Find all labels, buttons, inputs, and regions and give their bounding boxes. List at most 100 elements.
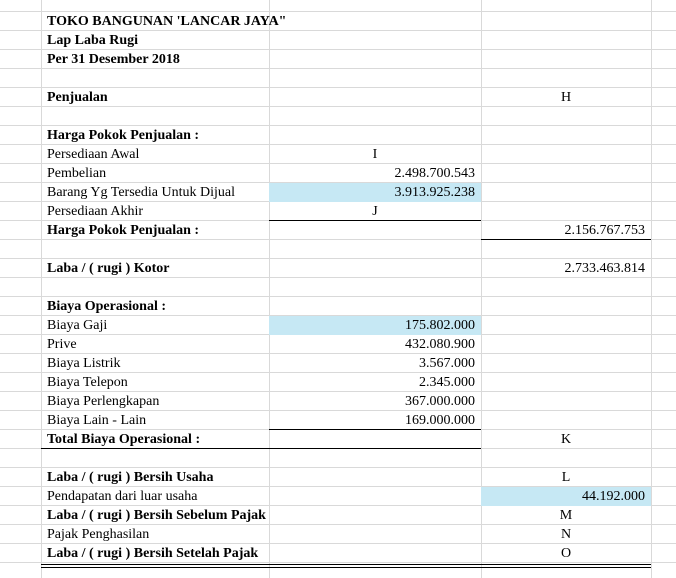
section-header-cell[interactable]: Biaya Operasional :	[47, 299, 167, 314]
row-pendapatan-luar: Pendapatan dari luar usaha 44.192.000	[0, 487, 676, 506]
row-total-biaya: Total Biaya Operasional : K	[0, 430, 676, 449]
value-cell[interactable]: 2.733.463.814	[564, 261, 646, 276]
row-gridline	[0, 144, 676, 145]
row-gridline	[0, 49, 676, 50]
value-cell[interactable]: M	[559, 508, 573, 523]
row-gridline	[0, 524, 676, 525]
value-cell[interactable]: H	[560, 90, 572, 105]
row-persediaan-akhir: Persediaan Akhir J	[0, 202, 676, 221]
row-gridline	[0, 30, 676, 31]
label-cell[interactable]: Persediaan Awal	[47, 147, 140, 162]
row-subtitle: Lap Laba Rugi	[0, 31, 676, 50]
label-cell[interactable]: Laba / ( rugi ) Bersih Sebelum Pajak	[47, 508, 266, 523]
column-divider	[269, 0, 270, 578]
row-gridline	[0, 239, 676, 240]
label-cell[interactable]: Persediaan Akhir	[47, 204, 144, 219]
report-name-cell[interactable]: Lap Laba Rugi	[47, 33, 139, 48]
row-barang-tersedia: Barang Yg Tersedia Untuk Dijual 3.913.92…	[0, 183, 676, 202]
value-cell[interactable]: 432.080.900	[405, 337, 475, 352]
row-biaya-gaji: Biaya Gaji 175.802.000	[0, 316, 676, 335]
row-hpp-total: Harga Pokok Penjualan : 2.156.767.753	[0, 221, 676, 240]
row-gridline	[0, 11, 676, 12]
double-underline-top	[41, 564, 651, 565]
double-underline-bottom	[41, 567, 651, 568]
row-biaya-header: Biaya Operasional :	[0, 297, 676, 316]
row-gridline	[0, 125, 676, 126]
column-divider	[481, 0, 482, 578]
label-cell[interactable]: Biaya Lain - Lain	[47, 413, 147, 428]
row-persediaan-awal: Persediaan Awal I	[0, 145, 676, 164]
report-date-cell[interactable]: Per 31 Desember 2018	[47, 52, 180, 67]
label-cell[interactable]: Barang Yg Tersedia Untuk Dijual	[47, 185, 235, 200]
label-cell[interactable]: Prive	[47, 337, 77, 352]
row-gridline	[0, 68, 676, 69]
row-laba-kotor: Laba / ( rugi ) Kotor 2.733.463.814	[0, 259, 676, 278]
row-laba-usaha: Laba / ( rugi ) Bersih Usaha L	[0, 468, 676, 487]
row-biaya-listrik: Biaya Listrik 3.567.000	[0, 354, 676, 373]
row-date: Per 31 Desember 2018	[0, 50, 676, 69]
row-pajak: Pajak Penghasilan N	[0, 525, 676, 544]
row-biaya-perlengkapan: Biaya Perlengkapan 367.000.000	[0, 392, 676, 411]
value-cell[interactable]: 367.000.000	[405, 394, 475, 409]
row-laba-sebelum-pajak: Laba / ( rugi ) Bersih Sebelum Pajak M	[0, 506, 676, 525]
label-cell[interactable]: Biaya Perlengkapan	[47, 394, 160, 409]
company-title-cell[interactable]: TOKO BANGUNAN 'LANCAR JAYA"	[47, 14, 287, 29]
value-cell[interactable]: O	[560, 546, 572, 561]
row-gridline	[0, 372, 676, 373]
label-cell[interactable]: Pendapatan dari luar usaha	[47, 489, 198, 504]
column-divider	[41, 0, 42, 578]
label-cell[interactable]: Penjualan	[47, 90, 108, 105]
row-gridline	[0, 296, 676, 297]
label-cell[interactable]: Biaya Listrik	[47, 356, 121, 371]
row-gridline	[0, 486, 676, 487]
row-gridline	[0, 163, 676, 164]
value-cell[interactable]: 2.345.000	[419, 375, 475, 390]
row-pembelian: Pembelian 2.498.700.543	[0, 164, 676, 183]
value-cell[interactable]: 2.156.767.753	[481, 221, 651, 240]
label-cell[interactable]: Laba / ( rugi ) Kotor	[47, 261, 170, 276]
value-cell[interactable]: 2.498.700.543	[394, 166, 476, 181]
row-penjualan: Penjualan H	[0, 88, 676, 107]
row-gridline	[0, 106, 676, 107]
label-cell[interactable]: Pajak Penghasilan	[47, 527, 150, 542]
highlighted-value-cell[interactable]: 3.913.925.238	[269, 183, 481, 202]
label-cell[interactable]: Biaya Gaji	[47, 318, 108, 333]
label-cell[interactable]: Harga Pokok Penjualan :	[47, 223, 200, 238]
row-hpp-header: Harga Pokok Penjualan :	[0, 126, 676, 145]
row-gridline	[0, 543, 676, 544]
row-gridline	[0, 315, 676, 316]
value-cell[interactable]: 169.000.000	[269, 411, 481, 430]
row-gridline	[0, 258, 676, 259]
row-gridline	[0, 87, 676, 88]
highlighted-value-cell[interactable]: 44.192.000	[481, 487, 651, 506]
row-gridline	[0, 182, 676, 183]
row-laba-setelah-pajak: Laba / ( rugi ) Bersih Setelah Pajak O	[0, 544, 676, 563]
row-gridline	[0, 391, 676, 392]
row-gridline	[0, 467, 676, 468]
value-cell[interactable]: I	[372, 147, 378, 162]
value-cell[interactable]: K	[560, 432, 572, 447]
value-cell[interactable]: L	[561, 470, 571, 485]
row-gridline	[0, 277, 676, 278]
empty-cell[interactable]	[269, 430, 481, 449]
label-cell[interactable]: Biaya Telepon	[47, 375, 128, 390]
row-biaya-lain: Biaya Lain - Lain 169.000.000	[0, 411, 676, 430]
row-gridline	[0, 410, 676, 411]
row-title: TOKO BANGUNAN 'LANCAR JAYA"	[0, 12, 676, 31]
row-biaya-telepon: Biaya Telepon 2.345.000	[0, 373, 676, 392]
column-divider	[651, 0, 652, 578]
label-cell[interactable]: Laba / ( rugi ) Bersih Usaha	[47, 470, 214, 485]
label-cell[interactable]: Pembelian	[47, 166, 107, 181]
label-cell[interactable]: Laba / ( rugi ) Bersih Setelah Pajak	[47, 546, 259, 561]
row-gridline	[0, 562, 676, 563]
label-cell[interactable]: Total Biaya Operasional :	[41, 430, 269, 449]
value-cell[interactable]: 3.567.000	[419, 356, 475, 371]
highlighted-value-cell[interactable]: 175.802.000	[269, 316, 481, 335]
value-cell[interactable]: J	[269, 202, 481, 221]
row-prive: Prive 432.080.900	[0, 335, 676, 354]
value-cell[interactable]: N	[560, 527, 572, 542]
section-header-cell[interactable]: Harga Pokok Penjualan :	[47, 128, 200, 143]
row-gridline	[0, 505, 676, 506]
row-gridline	[0, 353, 676, 354]
